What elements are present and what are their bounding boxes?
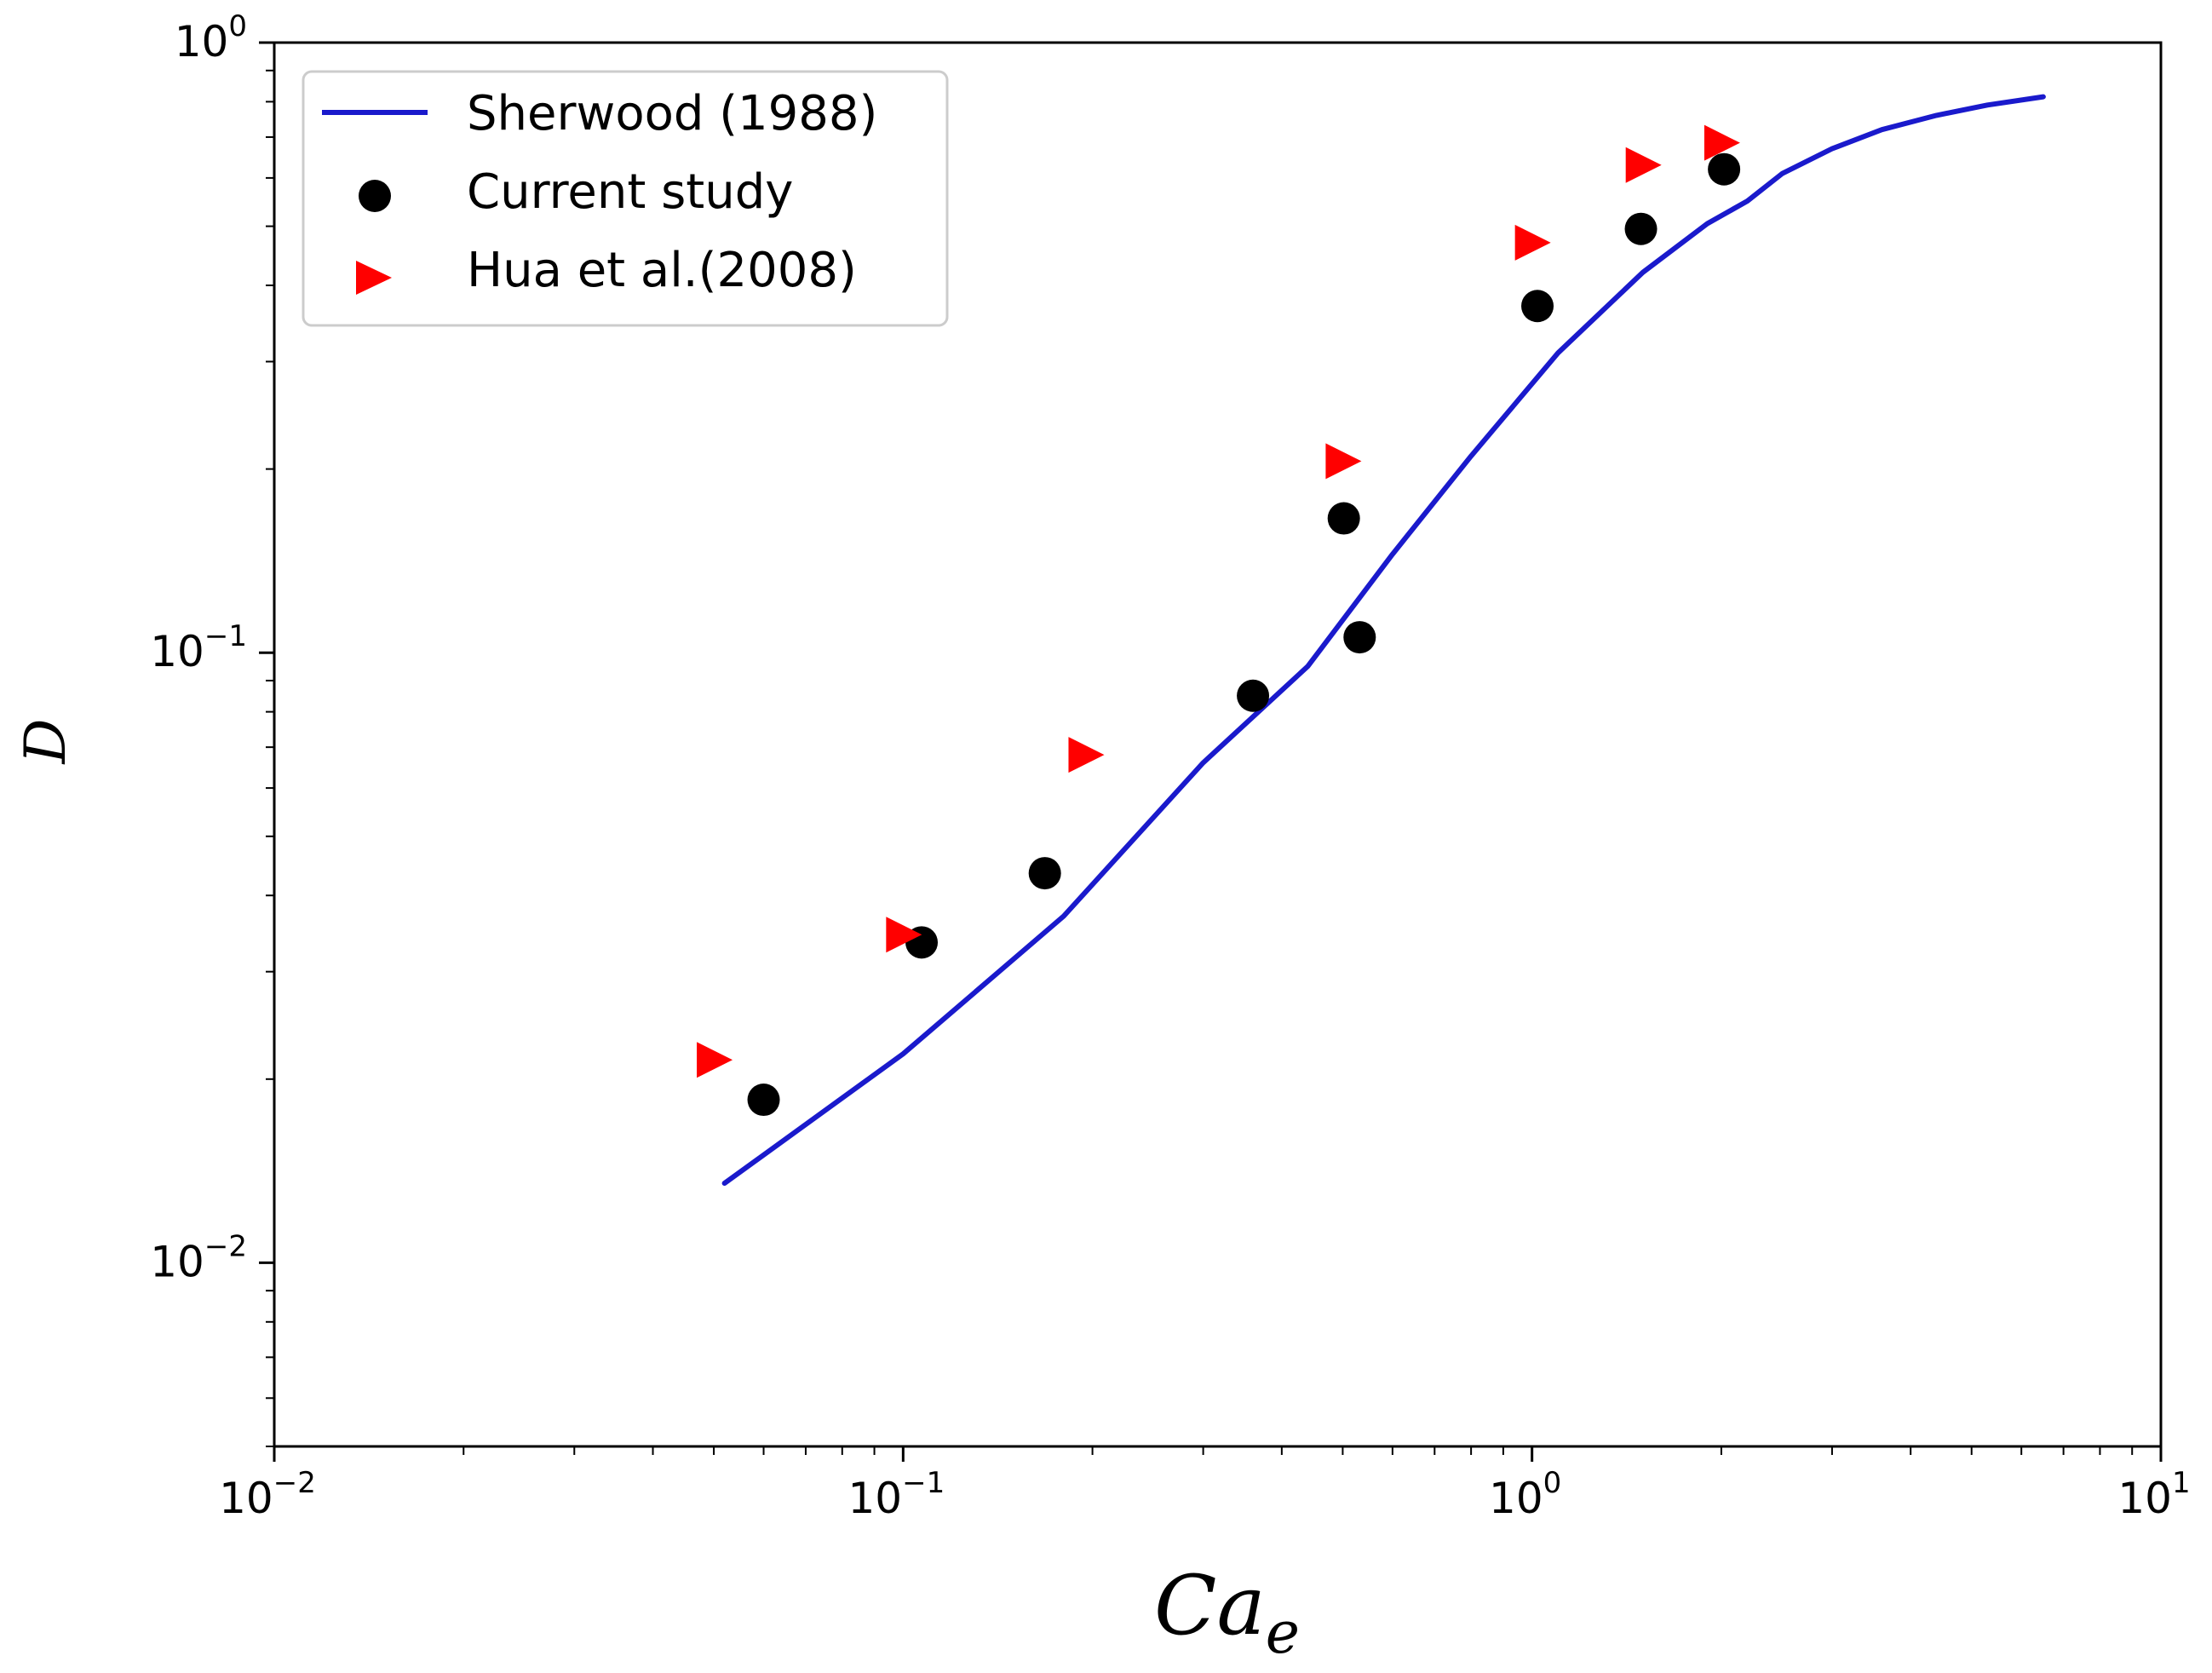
legend-label-current: Current study [467, 164, 793, 220]
legend-box [302, 70, 949, 327]
current-study-point [1624, 212, 1658, 245]
x-tick-label: 10−2 [219, 1466, 316, 1523]
x-tick-label: 100 [1489, 1466, 1561, 1523]
y-tick-label: 10−2 [150, 1229, 247, 1286]
x-tick-label: 10−1 [847, 1466, 945, 1523]
hua-point [1704, 124, 1740, 161]
current-study-point [1327, 502, 1360, 535]
legend: Sherwood (1988) Current study Hua et al.… [302, 70, 949, 327]
hua-point [1514, 224, 1551, 261]
hua-point [1068, 737, 1105, 773]
hua-point [697, 1042, 733, 1078]
current-study-point [747, 1084, 780, 1117]
plot-frame [273, 41, 2163, 1448]
x-tick-label: 101 [2117, 1466, 2190, 1523]
current-study-points [747, 152, 1741, 1117]
current-study-point [1521, 290, 1554, 323]
current-study-point [1237, 679, 1270, 712]
y-tick-label: 10−1 [150, 619, 247, 676]
axis-ticks [259, 41, 2163, 1462]
y-tick-label: 100 [175, 9, 247, 66]
hua-point [886, 917, 922, 953]
x-axis-label-sub: e [1266, 1600, 1300, 1667]
legend-circle-marker [359, 180, 391, 212]
plot-data [697, 94, 2046, 1187]
sherwood-line [721, 94, 2046, 1187]
current-study-point [1708, 152, 1741, 186]
current-study-point [1343, 621, 1376, 654]
legend-label-sherwood: Sherwood (1988) [467, 86, 877, 141]
x-axis-label-main: Ca [1154, 1558, 1266, 1653]
current-study-point [1028, 857, 1061, 890]
hua-points [697, 124, 1740, 1078]
hua-point [1325, 443, 1362, 480]
hua-point [1625, 147, 1662, 183]
legend-label-hua: Hua et al.(2008) [467, 243, 857, 298]
tick-labels: 10−2 10−1 100 101 10−2 10−1 100 [150, 9, 2190, 1523]
y-axis-label: D [13, 719, 78, 765]
x-axis-label: Cae [1154, 1558, 1300, 1667]
legend-triangle-marker [356, 261, 392, 295]
